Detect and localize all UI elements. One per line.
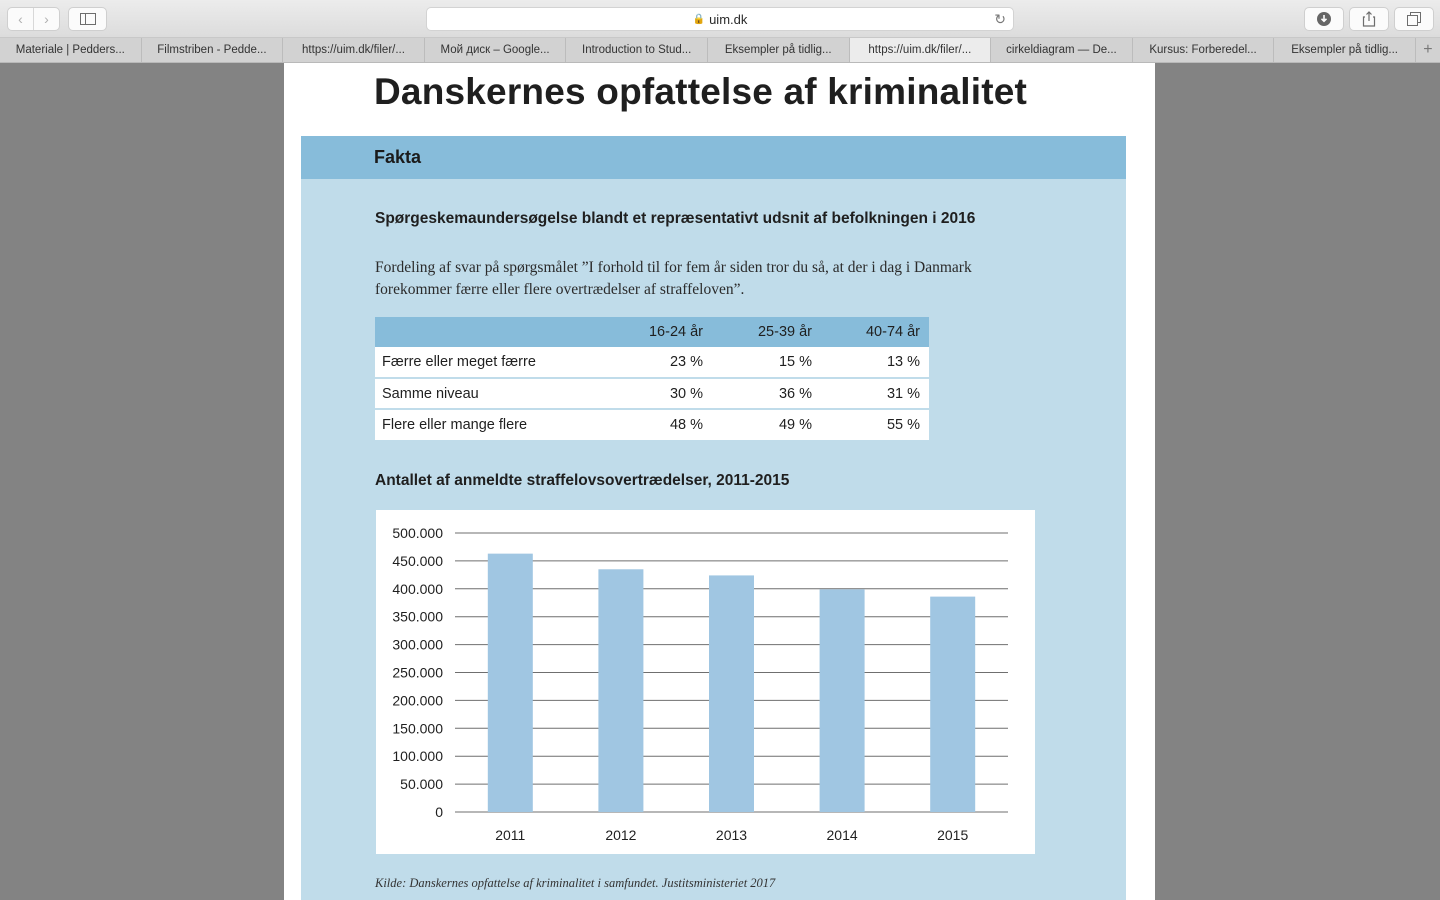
tab-label: https://uim.dk/filer/... [868, 44, 972, 56]
share-button[interactable] [1349, 7, 1389, 31]
tab[interactable]: Мой диск – Google... [425, 38, 567, 62]
y-tick-label: 450.000 [392, 553, 443, 569]
reload-icon[interactable]: ↻ [994, 11, 1006, 27]
table-cell: 30 % [603, 378, 712, 410]
fact-box: Fakta Spørgeskemaundersøgelse blandt et … [301, 136, 1126, 900]
page-title: Danskernes opfattelse af kriminalitet [374, 71, 1028, 112]
x-tick-label: 2013 [716, 827, 747, 843]
table-header-row: 16-24 år 25-39 år 40-74 år [375, 317, 929, 347]
tab[interactable]: Kursus: Forberedel... [1133, 38, 1275, 62]
forward-icon[interactable]: › [33, 8, 59, 30]
sidebar-toggle-button[interactable] [68, 7, 107, 31]
table-cell: 13 % [821, 347, 929, 379]
row-label: Flere eller mange flere [375, 409, 603, 440]
y-tick-label: 350.000 [392, 609, 443, 625]
x-tick-label: 2012 [605, 827, 636, 843]
table-header: 16-24 år [603, 317, 712, 347]
y-tick-label: 200.000 [392, 692, 443, 708]
tab-label: https://uim.dk/filer/... [302, 44, 405, 56]
survey-description: Fordeling af svar på spørgsmålet ”I forh… [375, 259, 972, 298]
table-header: 25-39 år [712, 317, 821, 347]
tab[interactable]: cirkeldiagram — De... [991, 38, 1133, 62]
table-header [375, 317, 603, 347]
table-cell: 36 % [712, 378, 821, 410]
tab[interactable]: Filmstriben - Pedde... [142, 38, 284, 62]
table-row: Samme niveau 30 % 36 % 31 % [375, 378, 929, 410]
tabs-icon [1407, 12, 1421, 26]
tab-label: Filmstriben - Pedde... [157, 44, 267, 56]
bar [930, 596, 976, 812]
y-tick-label: 150.000 [392, 720, 443, 736]
tab-active[interactable]: https://uim.dk/filer/... [849, 38, 992, 62]
document-page: Danskernes opfattelse af kriminalitet Fa… [284, 63, 1155, 900]
y-tick-label: 0 [435, 804, 443, 820]
y-tick-label: 50.000 [400, 776, 443, 792]
back-icon[interactable]: ‹ [18, 11, 23, 27]
table-cell: 49 % [712, 409, 821, 440]
address-bar[interactable]: 🔒 uim.dk ↻ [426, 7, 1014, 31]
x-tick-label: 2014 [827, 827, 858, 843]
survey-heading: Spørgeskemaundersøgelse blandt et repræs… [375, 210, 976, 227]
table-cell: 48 % [603, 409, 712, 440]
y-tick-label: 400.000 [392, 581, 443, 597]
tab-label: Eksempler på tidlig... [1291, 44, 1399, 56]
new-tab-icon[interactable]: + [1423, 41, 1433, 58]
table-cell: 15 % [712, 347, 821, 379]
tab[interactable]: Eksempler på tidlig... [1274, 38, 1416, 62]
y-tick-label: 300.000 [392, 637, 443, 653]
bar [487, 553, 533, 812]
chart-heading: Antallet af anmeldte straffelovsovertræd… [375, 472, 790, 489]
tab-label: Мой диск – Google... [440, 44, 550, 56]
tab-label: Eksempler på tidlig... [724, 44, 832, 56]
table-cell: 23 % [603, 347, 712, 379]
source-note: Kilde: Danskernes opfattelse af kriminal… [375, 876, 776, 890]
tab-bar: Materiale | Pedders... Filmstriben - Ped… [0, 38, 1440, 63]
share-icon [1362, 11, 1376, 27]
x-tick-label: 2015 [937, 827, 968, 843]
tab[interactable]: Eksempler på tidlig... [708, 38, 850, 62]
tab[interactable]: Introduction to Stud... [566, 38, 708, 62]
table-header: 40-74 år [821, 317, 929, 347]
nav-buttons: ‹ › [7, 7, 60, 31]
y-tick-label: 100.000 [392, 748, 443, 764]
url-text: uim.dk [709, 11, 748, 27]
tab[interactable]: Materiale | Pedders... [0, 38, 142, 62]
tabs-overview-button[interactable] [1394, 7, 1434, 31]
tab[interactable]: https://uim.dk/filer/... [283, 38, 425, 62]
table-row: Flere eller mange flere 48 % 49 % 55 % [375, 409, 929, 440]
table-cell: 55 % [821, 409, 929, 440]
sidebar-icon [79, 13, 96, 25]
table-row: Færre eller meget færre 23 % 15 % 13 % [375, 347, 929, 379]
row-label: Færre eller meget færre [375, 347, 603, 379]
y-tick-label: 250.000 [392, 665, 443, 681]
tab-label: cirkeldiagram — De... [1006, 44, 1117, 56]
fact-header: Fakta [301, 136, 1126, 179]
survey-table: 16-24 år 25-39 år 40-74 år Færre eller m… [375, 317, 929, 440]
table-cell: 31 % [821, 378, 929, 410]
browser-toolbar: ‹ › 🔒 uim.dk ↻ [0, 0, 1440, 38]
x-tick-label: 2011 [495, 827, 525, 843]
lock-icon: 🔒 [692, 13, 706, 25]
bar [709, 575, 754, 812]
row-label: Samme niveau [375, 378, 603, 410]
bar [598, 569, 644, 812]
bar-chart: 0 50.000 100.000 150.000 200.000 250.000 300.0… [376, 510, 1035, 854]
chart-canvas: 0 50.000 100.000 150.000 200.000 250.000 300.0… [392, 525, 1008, 843]
downloads-button[interactable] [1304, 7, 1344, 31]
tab-label: Materiale | Pedders... [15, 44, 125, 56]
bar [819, 589, 865, 812]
tab-label: Kursus: Forberedel... [1149, 44, 1257, 56]
y-tick-label: 500.000 [392, 525, 443, 541]
download-icon [1317, 12, 1331, 26]
tab-label: Introduction to Stud... [582, 44, 692, 56]
